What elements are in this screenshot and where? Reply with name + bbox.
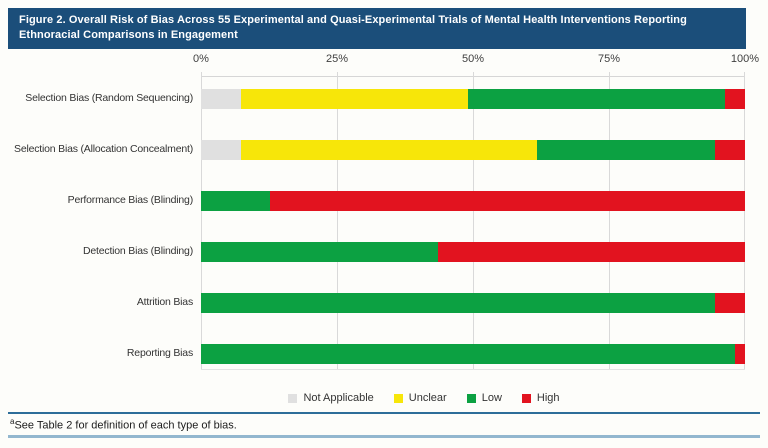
- figure-title-bar: Figure 2. Overall Risk of Bias Across 55…: [8, 8, 746, 50]
- x-axis-tick-label: 50%: [461, 53, 485, 65]
- divider-bottom: [8, 435, 760, 438]
- legend-swatch-low: [466, 393, 476, 403]
- category-label: Detection Bias (Blinding): [83, 244, 193, 257]
- gridline: [744, 72, 745, 369]
- category-label: Selection Bias (Random Sequencing): [25, 91, 193, 104]
- legend-item: Low: [466, 392, 502, 404]
- bar-segment-not-applicable: [201, 140, 241, 160]
- bar-row: [201, 89, 745, 109]
- divider-top: [8, 412, 760, 414]
- bar-row: [201, 344, 745, 364]
- footnote-marker: a: [10, 417, 15, 426]
- bar-segment-high: [715, 293, 745, 313]
- bar-segment-high: [270, 191, 745, 211]
- legend-item: Unclear: [393, 392, 447, 404]
- bar-segment-not-applicable: [201, 89, 241, 109]
- bar-row: [201, 242, 745, 262]
- category-label: Performance Bias (Blinding): [67, 193, 194, 206]
- bar-segment-low: [201, 191, 271, 211]
- footnote-text: See Table 2 for definition of each type …: [14, 419, 237, 432]
- legend-label: Not Applicable: [303, 392, 374, 404]
- x-axis: 0% 25% 50% 75% 100%: [0, 53, 768, 67]
- bar-segment-unclear: [240, 89, 469, 109]
- x-axis-tick-label: 25%: [325, 53, 349, 65]
- legend-item: High: [521, 392, 560, 404]
- bar-row: [201, 191, 745, 211]
- legend-swatch-unclear: [393, 393, 403, 403]
- gridline: [473, 72, 474, 369]
- bar-segment-high: [438, 242, 745, 262]
- gridline: [201, 72, 202, 369]
- legend-label: High: [536, 392, 560, 404]
- bar-segment-low: [201, 293, 716, 313]
- plot-area: [201, 72, 745, 370]
- bar-row: [201, 293, 745, 313]
- x-axis-tick-label: 0%: [193, 53, 209, 65]
- category-label: Attrition Bias: [136, 295, 193, 308]
- legend-swatch-high: [521, 393, 531, 403]
- bar-segment-low: [537, 140, 716, 160]
- gridline: [337, 72, 338, 369]
- bar-segment-high: [715, 140, 745, 160]
- bar-segment-high: [735, 344, 745, 364]
- x-axis-tick-label: 100%: [730, 53, 760, 65]
- bar-segment-low: [468, 89, 726, 109]
- category-label: Reporting Bias: [126, 346, 193, 359]
- bar-segment-unclear: [240, 140, 538, 160]
- legend-label: Unclear: [408, 392, 447, 404]
- bar-row: [201, 140, 745, 160]
- figure-title: Figure 2. Overall Risk of Bias Across 55…: [19, 14, 687, 42]
- bar-segment-high: [725, 89, 745, 109]
- x-axis-tick-label: 75%: [597, 53, 621, 65]
- gridline: [609, 72, 610, 369]
- category-label: Selection Bias (Allocation Concealment): [14, 142, 193, 155]
- footnote: aSee Table 2 for definition of each type…: [10, 417, 237, 432]
- legend: Not Applicable Unclear Low High: [40, 392, 768, 404]
- legend-label: Low: [481, 392, 502, 404]
- legend-item: Not Applicable: [288, 392, 374, 404]
- legend-swatch-not-applicable: [288, 393, 298, 403]
- bar-segment-low: [201, 344, 736, 364]
- bar-segment-low: [201, 242, 439, 262]
